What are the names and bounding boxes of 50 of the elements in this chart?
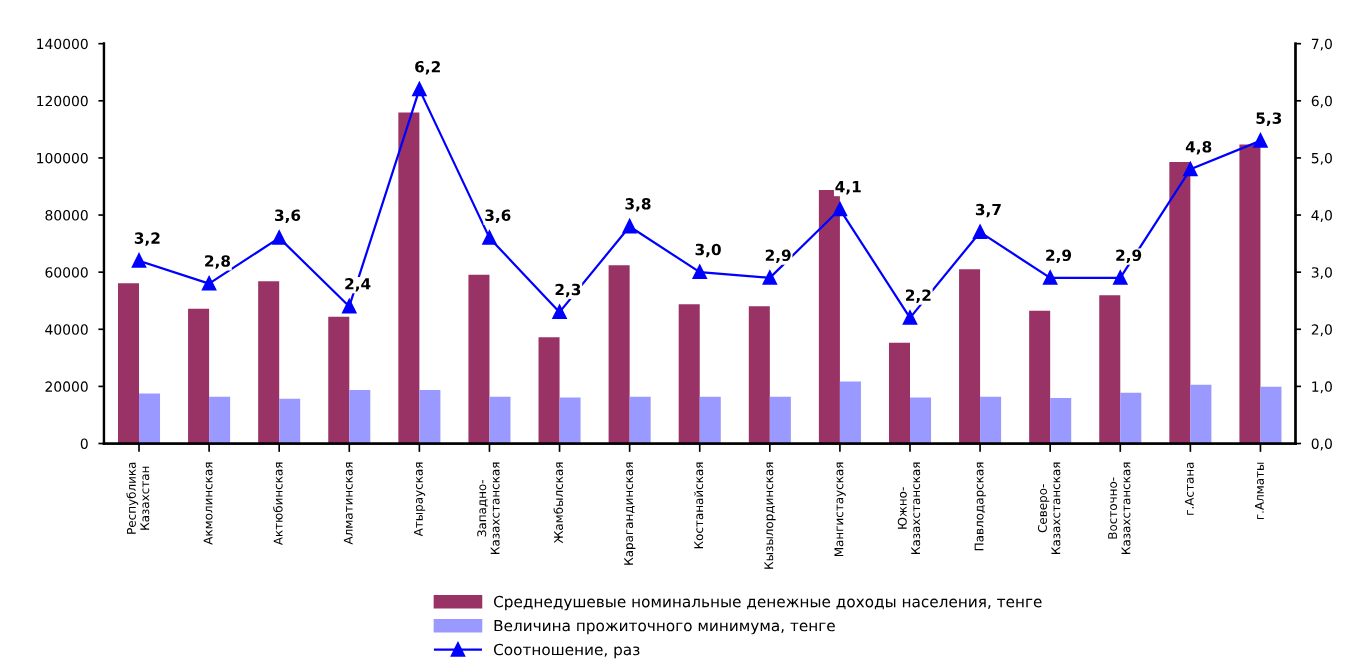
bar — [209, 396, 231, 444]
point — [762, 270, 777, 285]
bar — [1099, 295, 1121, 444]
point — [903, 310, 917, 325]
bar — [769, 396, 791, 444]
bar — [489, 396, 511, 444]
point — [202, 276, 217, 291]
bar — [279, 398, 301, 444]
point — [552, 305, 567, 320]
bar — [188, 308, 210, 444]
point — [692, 265, 707, 280]
bar — [959, 269, 981, 444]
bar — [1190, 384, 1212, 444]
bar — [328, 316, 350, 444]
bar — [349, 390, 371, 444]
bar — [678, 304, 700, 444]
point — [1113, 270, 1128, 285]
point — [412, 82, 427, 97]
bar — [117, 283, 140, 444]
bar — [1239, 144, 1261, 444]
bar — [608, 265, 630, 444]
bar — [398, 112, 420, 444]
point — [132, 253, 146, 268]
bar — [559, 397, 581, 444]
bar — [1260, 386, 1282, 444]
point — [482, 230, 497, 245]
bar — [699, 396, 721, 444]
bar — [1169, 161, 1191, 444]
bar — [1120, 392, 1142, 444]
bar — [910, 397, 932, 444]
bar — [888, 342, 910, 444]
bar — [258, 281, 280, 444]
bar — [839, 381, 861, 444]
bar — [1050, 398, 1072, 444]
bar — [980, 396, 1002, 444]
point — [622, 219, 637, 234]
point — [272, 230, 287, 245]
bar — [468, 274, 490, 444]
point — [1183, 162, 1198, 177]
point — [832, 202, 847, 217]
point — [1043, 270, 1058, 285]
bar — [629, 396, 651, 444]
point — [1253, 133, 1268, 148]
point — [973, 225, 988, 240]
bar — [538, 337, 560, 444]
bar — [139, 393, 161, 444]
bar — [748, 306, 770, 444]
bar — [419, 390, 441, 444]
bar — [1029, 310, 1051, 444]
point — [342, 299, 357, 314]
